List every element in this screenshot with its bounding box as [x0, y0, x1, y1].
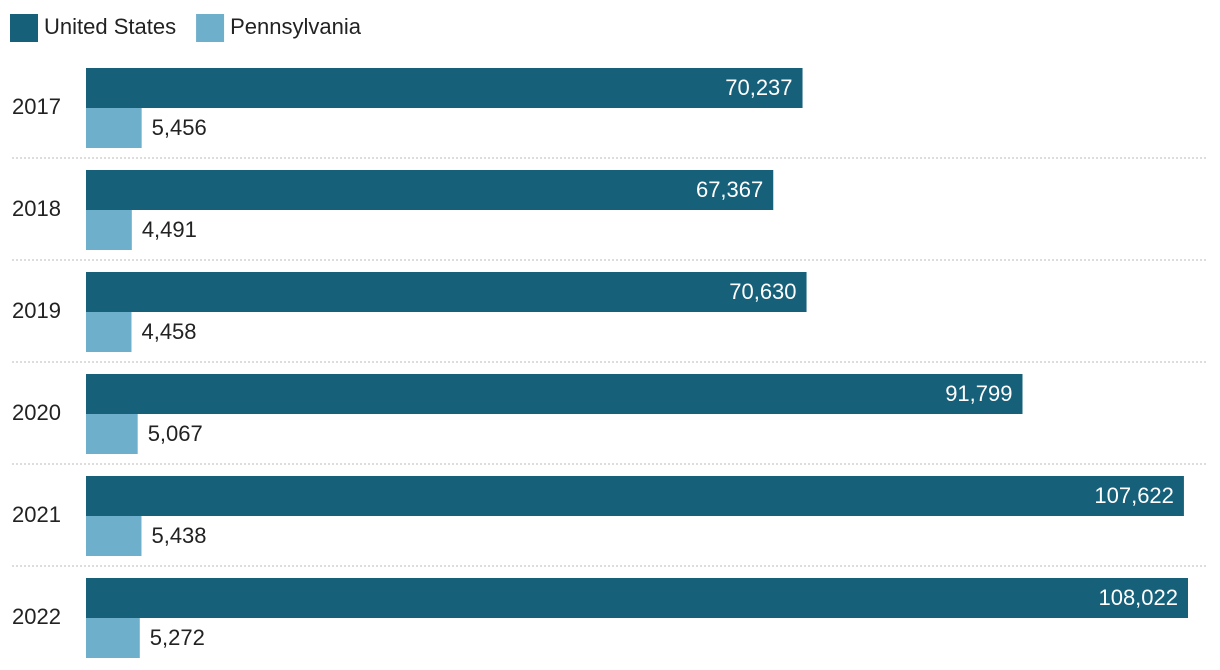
legend-label: United States — [44, 14, 176, 39]
bar — [86, 170, 774, 210]
value-label: 4,491 — [142, 217, 197, 242]
bar — [86, 516, 142, 556]
y-tick-label: 2017 — [12, 94, 61, 119]
bar — [86, 68, 803, 108]
value-label: 91,799 — [945, 381, 1012, 406]
bar — [86, 578, 1188, 618]
value-label: 5,456 — [152, 115, 207, 140]
y-tick-label: 2019 — [12, 298, 61, 323]
value-label: 5,272 — [150, 625, 205, 650]
bar — [86, 210, 132, 250]
bar — [86, 414, 138, 454]
value-label: 70,630 — [729, 279, 796, 304]
value-label: 5,438 — [151, 523, 206, 548]
value-label: 5,067 — [148, 421, 203, 446]
bar — [86, 374, 1023, 414]
legend-label: Pennsylvania — [230, 14, 362, 39]
bar — [86, 618, 140, 658]
value-label: 108,022 — [1098, 585, 1178, 610]
bar — [86, 312, 132, 352]
value-label: 67,367 — [696, 177, 763, 202]
y-tick-label: 2018 — [12, 196, 61, 221]
y-tick-label: 2020 — [12, 400, 61, 425]
value-label: 70,237 — [725, 75, 792, 100]
legend-swatch — [196, 14, 225, 42]
bar — [86, 108, 142, 148]
y-tick-label: 2021 — [12, 502, 61, 527]
value-label: 107,622 — [1094, 483, 1174, 508]
bar — [86, 272, 807, 312]
legend-swatch — [10, 14, 38, 42]
bar — [86, 476, 1184, 516]
y-tick-label: 2022 — [12, 604, 61, 629]
value-label: 4,458 — [141, 319, 196, 344]
